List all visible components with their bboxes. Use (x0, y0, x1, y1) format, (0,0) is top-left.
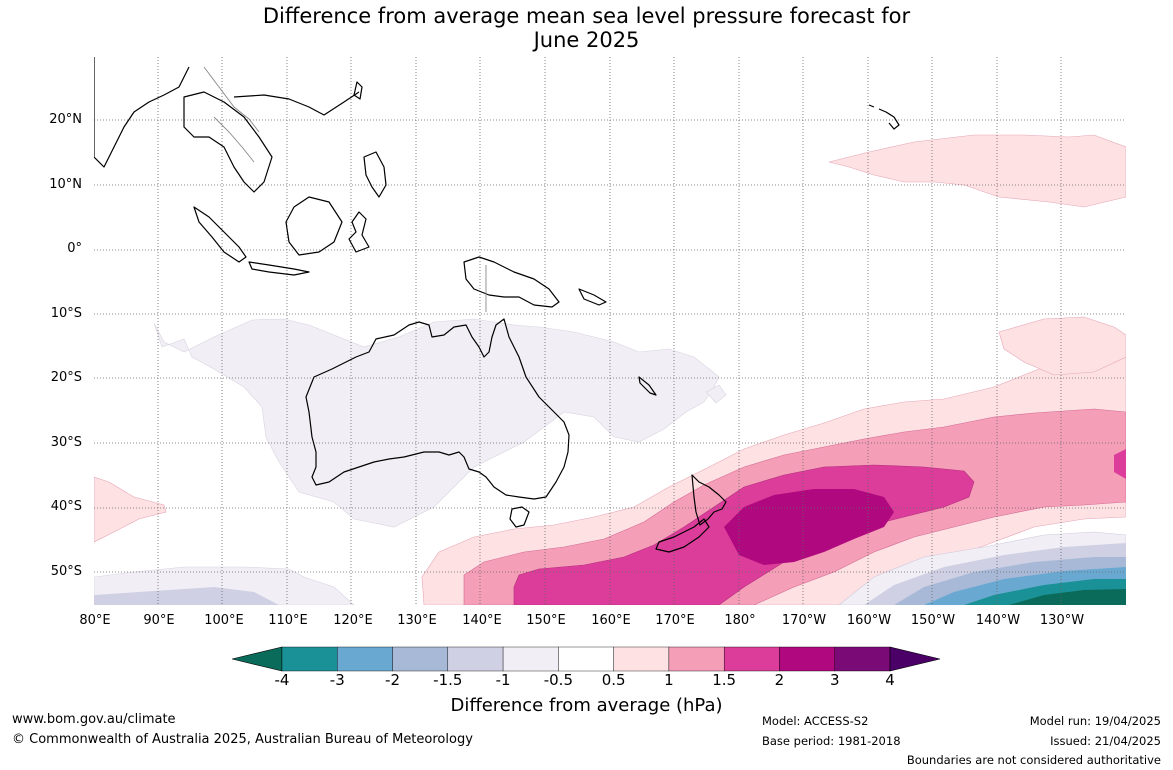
indochina-coast (183, 91, 273, 193)
anomaly-region-neg-1-south (94, 587, 279, 605)
graticule (94, 57, 1126, 605)
colorbar-swatch (502, 646, 559, 672)
australia-coast (305, 318, 570, 500)
lat-label: 0° (67, 241, 82, 256)
lon-label: 180° (724, 613, 756, 628)
colorbar-tick-label: -3 (329, 671, 345, 689)
colorbar-swatch (779, 646, 835, 672)
philippines-coast (363, 151, 387, 198)
sumatra-coast (193, 206, 247, 263)
colorbar-swatch (447, 646, 504, 672)
coastlines (94, 57, 900, 553)
lon-label: 170°W (781, 613, 827, 628)
base-period-text: Base period: 1981-2018 (762, 734, 901, 748)
colorbar-tick-label: 3 (829, 671, 840, 689)
colorbar-tick-label: 4 (885, 671, 895, 689)
lat-label: 10°S (50, 306, 82, 321)
anomaly-region-neg-4-se (1009, 589, 1126, 605)
website-link[interactable]: www.bom.gov.au/climate (12, 712, 176, 727)
colorbar-swatch (337, 646, 393, 672)
lat-label: 10°N (49, 177, 82, 192)
issued-text: Issued: 21/04/2025 (1050, 734, 1161, 748)
anomaly-region-pos-0.5-west (94, 476, 167, 543)
lon-label: 110°E (268, 613, 308, 628)
colorbar-tick-label: 0.5 (601, 671, 626, 689)
lon-label: 150°E (526, 613, 566, 628)
new-caledonia (638, 376, 657, 396)
lat-label: 20°N (49, 112, 82, 127)
lon-label: 120°E (333, 613, 373, 628)
colorbar-tick-label: 2 (774, 671, 785, 689)
colorbar-swatch (723, 646, 780, 672)
lon-label: 140°W (975, 613, 1021, 628)
colorbar-graphic (231, 646, 941, 672)
model-run-text: Model run: 19/04/2025 (1029, 714, 1161, 728)
colorbar-swatch (834, 646, 891, 672)
colorbar-swatch (558, 646, 614, 672)
lon-label: 170°E (655, 613, 695, 628)
colorbar-tick-label: -2 (385, 671, 401, 689)
colorbar-swatch (281, 646, 338, 672)
colorbar-label: Difference from average (hPa) (450, 695, 723, 716)
anomaly-region-pos-1.5-east (1114, 449, 1126, 479)
title-line-2: June 2025 (533, 28, 640, 52)
lon-label: 100°E (204, 613, 244, 628)
lon-label: 160°E (591, 613, 631, 628)
colorbar-extend-high (889, 646, 941, 672)
disclaimer-text: Boundaries are not considered authoritat… (906, 753, 1161, 767)
lat-label: 50°S (50, 564, 82, 579)
colorbar-swatch (613, 646, 670, 672)
lon-label: 130°E (397, 613, 437, 628)
colorbar-tick-label: -1 (495, 671, 511, 689)
colorbar-extend-low (231, 646, 283, 672)
map-title: Difference from average mean sea level p… (0, 4, 1173, 52)
java-coast (248, 261, 310, 276)
colorbar-tick-label: -1.5 (433, 671, 463, 689)
country-borders (203, 66, 487, 312)
title-line-1: Difference from average mean sea level p… (262, 4, 911, 28)
lon-label: 140°E (462, 613, 502, 628)
solomon-islands (578, 288, 607, 306)
model-text: Model: ACCESS-S2 (762, 714, 869, 728)
taiwan-coast (353, 81, 363, 100)
new-guinea-coast (463, 256, 560, 308)
pressure-anomaly-map[interactable] (94, 57, 1126, 605)
india-coast (94, 57, 190, 168)
anomaly-region-neg-0.5 (153, 318, 720, 528)
anomaly-region-pos-0.5-north-pacific (828, 134, 1126, 208)
new-zealand-north-island (691, 474, 727, 526)
new-zealand-south-island (655, 518, 710, 553)
lon-label: 90°E (143, 613, 175, 628)
tasmania-coast (509, 506, 530, 528)
lat-label: 20°S (50, 370, 82, 385)
borneo-coast (285, 196, 343, 256)
lon-label: 80°E (79, 613, 111, 628)
colorbar-swatch (668, 646, 725, 672)
lon-label: 150°W (910, 613, 956, 628)
lon-label: 130°W (1039, 613, 1085, 628)
anomaly-region-pos-0.5-fiji (998, 316, 1126, 376)
colorbar-swatch (392, 646, 449, 672)
copyright-text: © Commonwealth of Australia 2025, Austra… (12, 732, 473, 747)
hawaii-islands (868, 104, 900, 130)
colorbar-tick-label: 1 (664, 671, 674, 689)
colorbar-tick-label: -0.5 (543, 671, 573, 689)
lat-label: 40°S (50, 499, 82, 514)
china-coast (233, 91, 360, 116)
sulawesi-coast (348, 211, 370, 253)
colorbar-tick-label: -4 (274, 671, 290, 689)
lat-label: 30°S (50, 435, 82, 450)
colorbar-tick-label: 1.5 (712, 671, 737, 689)
anomaly-region-neg-0.5-east (705, 384, 727, 404)
lon-label: 160°W (846, 613, 892, 628)
colorbar (230, 646, 942, 672)
